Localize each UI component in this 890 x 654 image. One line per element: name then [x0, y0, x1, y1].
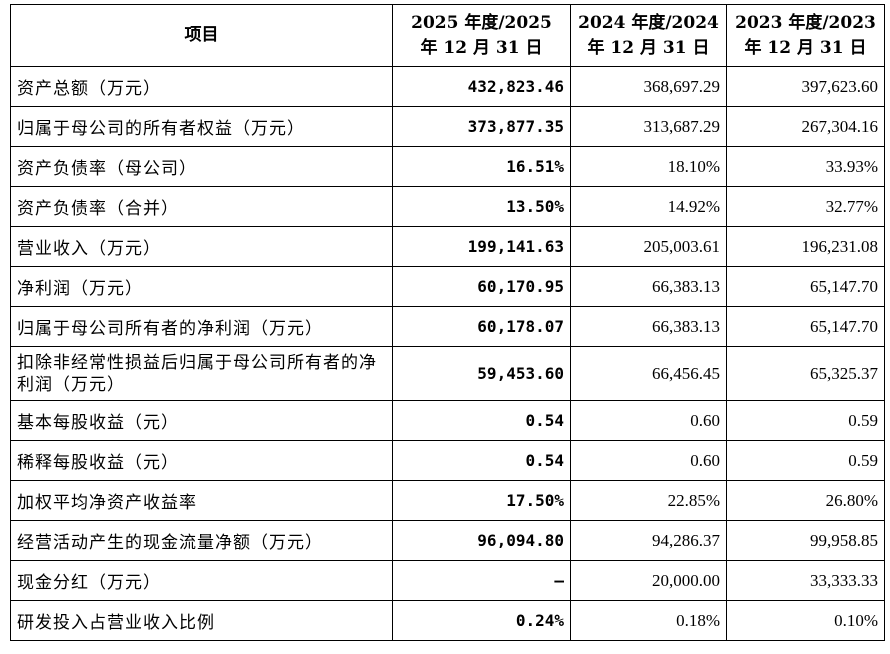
table-row: 研发投入占营业收入比例 0.24% 0.18% 0.10% [10, 600, 885, 641]
row-label: 扣除非经常性损益后归属于母公司所有者的净利润（万元） [10, 346, 393, 401]
value-2024: 0.18% [570, 600, 727, 641]
value-2023: 65,147.70 [726, 266, 885, 307]
header-2023-line-2: 年 12 月 31 日 [744, 37, 867, 58]
value-2024: 66,456.45 [570, 346, 727, 401]
row-label: 归属于母公司所有者的净利润（万元） [10, 306, 393, 347]
value-2023: 397,623.60 [726, 66, 885, 107]
table-row: 资产总额（万元） 432,823.46 368,697.29 397,623.6… [10, 66, 885, 107]
row-label: 归属于母公司的所有者权益（万元） [10, 106, 393, 147]
value-2023: 0.59 [726, 400, 885, 441]
table-row: 资产负债率（母公司） 16.51% 18.10% 33.93% [10, 146, 885, 187]
header-2024: 2024 年度/2024 年 12 月 31 日 [570, 4, 727, 67]
table-row: 经营活动产生的现金流量净额（万元） 96,094.80 94,286.37 99… [10, 520, 885, 561]
header-2025-line-2: 年 12 月 31 日 [420, 37, 543, 58]
value-2024: 205,003.61 [570, 226, 727, 267]
table-body: 资产总额（万元） 432,823.46 368,697.29 397,623.6… [10, 66, 885, 641]
row-label: 现金分红（万元） [10, 560, 393, 601]
value-2025: 432,823.46 [392, 66, 571, 107]
value-2025: 0.54 [392, 440, 571, 481]
row-label: 稀释每股收益（元） [10, 440, 393, 481]
value-2025: 60,170.95 [392, 266, 571, 307]
header-2024-line-1: 2024 年度/2024 [578, 12, 719, 33]
header-2025-line-1: 2025 年度/2025 [411, 12, 552, 33]
table-row: 净利润（万元） 60,170.95 66,383.13 65,147.70 [10, 266, 885, 307]
value-2023: 32.77% [726, 186, 885, 227]
value-2025: 16.51% [392, 146, 571, 187]
table-row: 加权平均净资产收益率 17.50% 22.85% 26.80% [10, 480, 885, 521]
value-2023: 33.93% [726, 146, 885, 187]
header-row: 项目 2025 年度/2025 年 12 月 31 日 2024 年度/2024… [10, 4, 885, 67]
value-2024: 66,383.13 [570, 306, 727, 347]
value-2023: 0.10% [726, 600, 885, 641]
header-2025: 2025 年度/2025 年 12 月 31 日 [392, 4, 571, 67]
value-2025: 373,877.35 [392, 106, 571, 147]
table-row: 营业收入（万元） 199,141.63 205,003.61 196,231.0… [10, 226, 885, 267]
table-row: 归属于母公司所有者的净利润（万元） 60,178.07 66,383.13 65… [10, 306, 885, 347]
financial-data-table: 项目 2025 年度/2025 年 12 月 31 日 2024 年度/2024… [10, 4, 885, 641]
value-2024: 313,687.29 [570, 106, 727, 147]
value-2025: – [392, 560, 571, 601]
header-2024-line-2: 年 12 月 31 日 [587, 37, 710, 58]
row-label: 资产负债率（合并） [10, 186, 393, 227]
value-2024: 368,697.29 [570, 66, 727, 107]
row-label: 经营活动产生的现金流量净额（万元） [10, 520, 393, 561]
value-2024: 18.10% [570, 146, 727, 187]
table-row: 扣除非经常性损益后归属于母公司所有者的净利润（万元） 59,453.60 66,… [10, 346, 885, 401]
row-label: 资产总额（万元） [10, 66, 393, 107]
value-2023: 267,304.16 [726, 106, 885, 147]
row-label: 加权平均净资产收益率 [10, 480, 393, 521]
value-2023: 65,147.70 [726, 306, 885, 347]
value-2025: 199,141.63 [392, 226, 571, 267]
value-2024: 94,286.37 [570, 520, 727, 561]
value-2023: 99,958.85 [726, 520, 885, 561]
header-item: 项目 [10, 4, 393, 67]
table-row: 稀释每股收益（元） 0.54 0.60 0.59 [10, 440, 885, 481]
row-label: 研发投入占营业收入比例 [10, 600, 393, 641]
value-2023: 65,325.37 [726, 346, 885, 401]
value-2023: 26.80% [726, 480, 885, 521]
value-2024: 66,383.13 [570, 266, 727, 307]
table-row: 归属于母公司的所有者权益（万元） 373,877.35 313,687.29 2… [10, 106, 885, 147]
value-2024: 0.60 [570, 440, 727, 481]
value-2023: 0.59 [726, 440, 885, 481]
value-2025: 0.24% [392, 600, 571, 641]
row-label: 资产负债率（母公司） [10, 146, 393, 187]
row-label: 基本每股收益（元） [10, 400, 393, 441]
header-item-label: 项目 [184, 25, 219, 45]
table-row: 基本每股收益（元） 0.54 0.60 0.59 [10, 400, 885, 441]
value-2024: 14.92% [570, 186, 727, 227]
table-header: 项目 2025 年度/2025 年 12 月 31 日 2024 年度/2024… [10, 4, 885, 67]
row-label: 净利润（万元） [10, 266, 393, 307]
value-2025: 96,094.80 [392, 520, 571, 561]
header-2023: 2023 年度/2023 年 12 月 31 日 [726, 4, 885, 67]
row-label: 营业收入（万元） [10, 226, 393, 267]
value-2023: 196,231.08 [726, 226, 885, 267]
table-row: 现金分红（万元） – 20,000.00 33,333.33 [10, 560, 885, 601]
value-2025: 59,453.60 [392, 346, 571, 401]
value-2024: 22.85% [570, 480, 727, 521]
header-2023-line-1: 2023 年度/2023 [735, 12, 876, 33]
value-2025: 60,178.07 [392, 306, 571, 347]
value-2024: 0.60 [570, 400, 727, 441]
value-2024: 20,000.00 [570, 560, 727, 601]
value-2025: 0.54 [392, 400, 571, 441]
value-2025: 17.50% [392, 480, 571, 521]
table-row: 资产负债率（合并） 13.50% 14.92% 32.77% [10, 186, 885, 227]
value-2025: 13.50% [392, 186, 571, 227]
value-2023: 33,333.33 [726, 560, 885, 601]
